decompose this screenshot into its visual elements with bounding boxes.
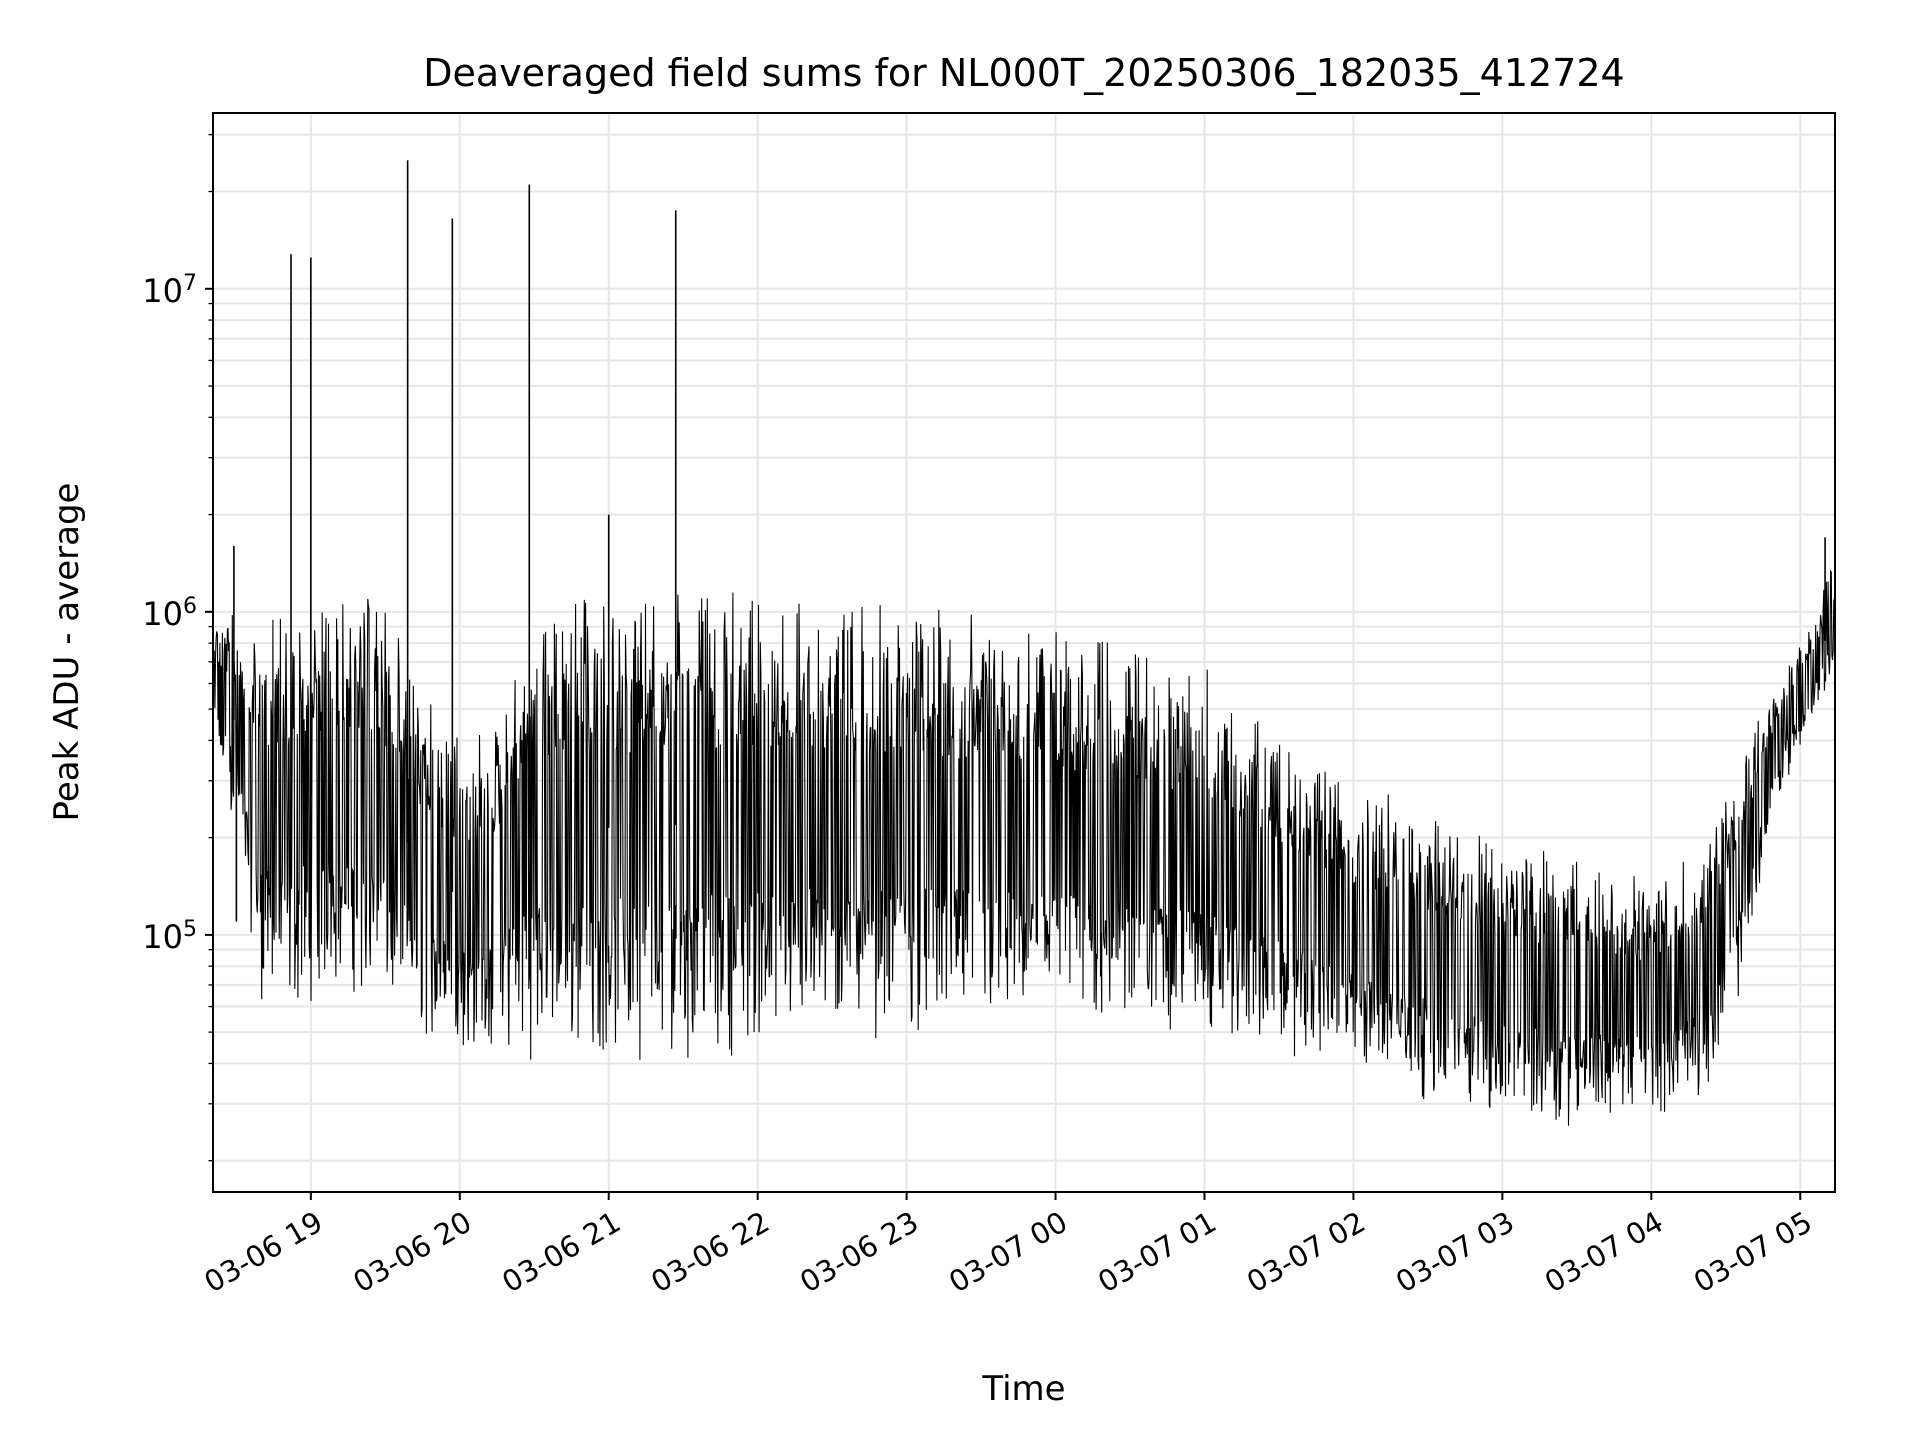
x-tick-label: 03-07 04	[1539, 1205, 1669, 1300]
y-tick-label: 107	[142, 270, 197, 310]
plot-frame	[212, 112, 1836, 1193]
x-tick-label: 03-07 05	[1688, 1205, 1818, 1300]
series-layer	[212, 160, 1836, 1126]
x-tick-label: 03-07 01	[1092, 1205, 1222, 1300]
y-axis-label: Peak ADU - average	[47, 483, 87, 822]
x-tick-label: 03-06 23	[794, 1205, 924, 1300]
x-tick-label: 03-07 00	[943, 1205, 1073, 1300]
x-axis-label: Time	[981, 1369, 1065, 1409]
x-tick-label: 03-06 21	[496, 1205, 626, 1300]
x-tick-label: 03-06 20	[347, 1205, 477, 1300]
chart-title: Deaveraged field sums for NL000T_2025030…	[423, 51, 1624, 95]
x-tick-label: 03-06 22	[645, 1205, 775, 1300]
x-tick-label: 03-07 02	[1241, 1205, 1371, 1300]
x-tick-label: 03-07 03	[1390, 1205, 1520, 1300]
y-tick-label: 106	[142, 593, 197, 633]
series-line	[212, 569, 1836, 1126]
y-tick-label: 105	[142, 916, 197, 956]
x-tick-label: 03-06 19	[198, 1205, 328, 1300]
